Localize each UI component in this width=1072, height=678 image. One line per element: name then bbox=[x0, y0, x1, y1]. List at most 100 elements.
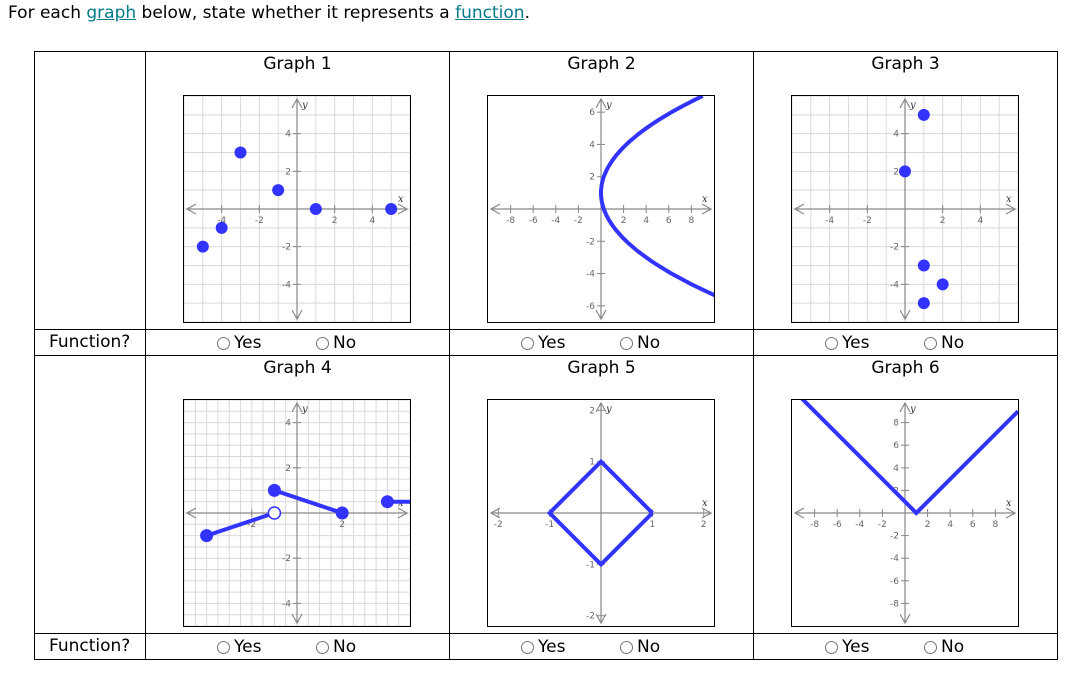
graph6-no-radio[interactable]: No bbox=[924, 637, 964, 657]
graph5-yes-radio[interactable]: Yes bbox=[521, 637, 565, 657]
graph-cell-4: Graph 4 x y -2 2 -4 -2 2 4 bbox=[145, 355, 450, 634]
y-axis-arrow-down bbox=[595, 613, 607, 625]
graph-plot-6: x y -8 -6 -4 -2 2 4 6 8 -8 -6 -4 -2 2 4 6 8 bbox=[791, 399, 1019, 627]
x-axis-arrow-left bbox=[489, 203, 501, 215]
graph3-no-radio[interactable]: No bbox=[924, 333, 964, 353]
x-axis-arrow-left bbox=[489, 507, 501, 519]
x-tick-label: 2 bbox=[339, 520, 345, 530]
x-tick-label: -8 bbox=[810, 520, 819, 530]
yes-label: Yes bbox=[842, 333, 870, 353]
graph-cell-2: Graph 2 x y -8 -6 -4 -2 2 4 6 8 -6 -4 -2 2 4 6 bbox=[449, 51, 754, 330]
graph4-yes-radio[interactable]: Yes bbox=[217, 637, 261, 657]
x-tick-label: -2 bbox=[255, 216, 264, 226]
y-axis-arrow-down bbox=[899, 309, 911, 321]
radio-icon[interactable] bbox=[924, 336, 937, 350]
x-tick-label: -2 bbox=[574, 216, 583, 226]
no-label: No bbox=[941, 637, 965, 657]
y-tick-label: 2 bbox=[285, 464, 291, 474]
yes-label: Yes bbox=[538, 637, 566, 657]
graph1-yes-radio[interactable]: Yes bbox=[217, 333, 261, 353]
graph-plot-5: x y -2 -1 1 2 -2 -1 1 2 bbox=[487, 399, 715, 627]
x-axis-label: x bbox=[702, 194, 708, 205]
data-point bbox=[917, 108, 930, 121]
graph-title-6: Graph 6 bbox=[871, 358, 940, 378]
graph6-yes-radio[interactable]: Yes bbox=[825, 637, 869, 657]
graph-link[interactable]: graph bbox=[86, 3, 137, 23]
y-axis-arrow-up bbox=[899, 97, 911, 109]
radio-icon[interactable] bbox=[620, 640, 633, 654]
x-axis-arrow-right bbox=[397, 507, 409, 519]
prompt-text-1: For each bbox=[8, 3, 87, 23]
y-axis-arrow-up bbox=[291, 97, 303, 109]
x-tick-label: 2 bbox=[940, 216, 946, 226]
radio-icon[interactable] bbox=[316, 640, 329, 654]
graph4-no-radio[interactable]: No bbox=[316, 637, 356, 657]
yes-label: Yes bbox=[842, 637, 870, 657]
radio-icon[interactable] bbox=[924, 640, 937, 654]
y-axis-arrow-up bbox=[291, 401, 303, 413]
graph2-no-radio[interactable]: No bbox=[620, 333, 660, 353]
closed-endpoint bbox=[380, 495, 394, 509]
graph-title-2: Graph 2 bbox=[567, 54, 636, 74]
graph2-yes-radio[interactable]: Yes bbox=[521, 333, 565, 353]
radio-icon[interactable] bbox=[521, 336, 534, 350]
y-tick-label: -2 bbox=[282, 243, 291, 253]
graph-plot-3: x y -4 -2 2 4 -4 -2 2 4 bbox=[791, 95, 1019, 323]
prompt-text-2: below, state whether it represents a bbox=[136, 3, 456, 23]
data-point bbox=[917, 297, 930, 310]
row-label-cell: Function? bbox=[34, 633, 146, 660]
plot-area bbox=[196, 146, 398, 253]
x-tick-label: 2 bbox=[332, 216, 338, 226]
answer-row-1: Function? Yes No Yes No Yes No bbox=[34, 329, 1058, 356]
data-point bbox=[309, 203, 322, 215]
radio-icon[interactable] bbox=[620, 336, 633, 350]
graph-plot-2: x y -8 -6 -4 -2 2 4 6 8 -6 -4 -2 2 4 6 bbox=[487, 95, 715, 323]
plot-area bbox=[546, 458, 654, 568]
function-link[interactable]: function bbox=[455, 3, 525, 23]
x-tick-label: 8 bbox=[993, 520, 999, 530]
x-tick-label: -8 bbox=[506, 216, 515, 226]
graph3-yes-radio[interactable]: Yes bbox=[825, 333, 869, 353]
y-axis-arrow-up bbox=[595, 401, 607, 413]
function-row-label: Function? bbox=[49, 332, 131, 352]
x-axis-arrow-right bbox=[701, 203, 713, 215]
plot-area bbox=[599, 96, 714, 298]
instructions: For each graph below, state whether it r… bbox=[8, 1, 530, 25]
x-axis-arrow-right bbox=[1005, 203, 1017, 215]
x-tick-label: -4 bbox=[855, 520, 864, 530]
y-axis-label: y bbox=[605, 100, 612, 111]
data-point bbox=[196, 240, 209, 253]
x-tick-label: -4 bbox=[217, 216, 226, 226]
x-tick-label: -2 bbox=[878, 520, 887, 530]
y-tick-label: 1 bbox=[589, 458, 595, 468]
data-point bbox=[234, 146, 247, 159]
y-tick-label: 4 bbox=[893, 464, 899, 474]
y-tick-label: 2 bbox=[285, 167, 291, 177]
y-axis-arrow-up bbox=[899, 401, 911, 413]
graph-title-3: Graph 3 bbox=[871, 54, 940, 74]
x-axis-label: x bbox=[1006, 498, 1012, 509]
yes-label: Yes bbox=[234, 637, 262, 657]
y-tick-label: 4 bbox=[285, 130, 291, 140]
x-axis-arrow-left bbox=[185, 203, 197, 215]
answer-cell-3: Yes No bbox=[753, 329, 1058, 356]
radio-icon[interactable] bbox=[825, 640, 838, 654]
y-tick-label: 4 bbox=[893, 130, 899, 140]
answer-cell-4: Yes No bbox=[145, 633, 450, 660]
no-label: No bbox=[333, 637, 357, 657]
graph-title-4: Graph 4 bbox=[263, 358, 332, 378]
y-tick-label: 2 bbox=[893, 167, 899, 177]
graph5-no-radio[interactable]: No bbox=[620, 637, 660, 657]
radio-icon[interactable] bbox=[521, 640, 534, 654]
x-axis-label: x bbox=[702, 498, 708, 509]
x-tick-label: 6 bbox=[666, 216, 672, 226]
graph1-no-radio[interactable]: No bbox=[316, 333, 356, 353]
y-tick-label: 4 bbox=[285, 419, 291, 429]
radio-icon[interactable] bbox=[825, 336, 838, 350]
data-point bbox=[917, 259, 930, 272]
radio-icon[interactable] bbox=[217, 640, 230, 654]
open-endpoint bbox=[267, 506, 282, 520]
plot-area bbox=[899, 108, 949, 310]
radio-icon[interactable] bbox=[316, 336, 329, 350]
radio-icon[interactable] bbox=[217, 336, 230, 350]
